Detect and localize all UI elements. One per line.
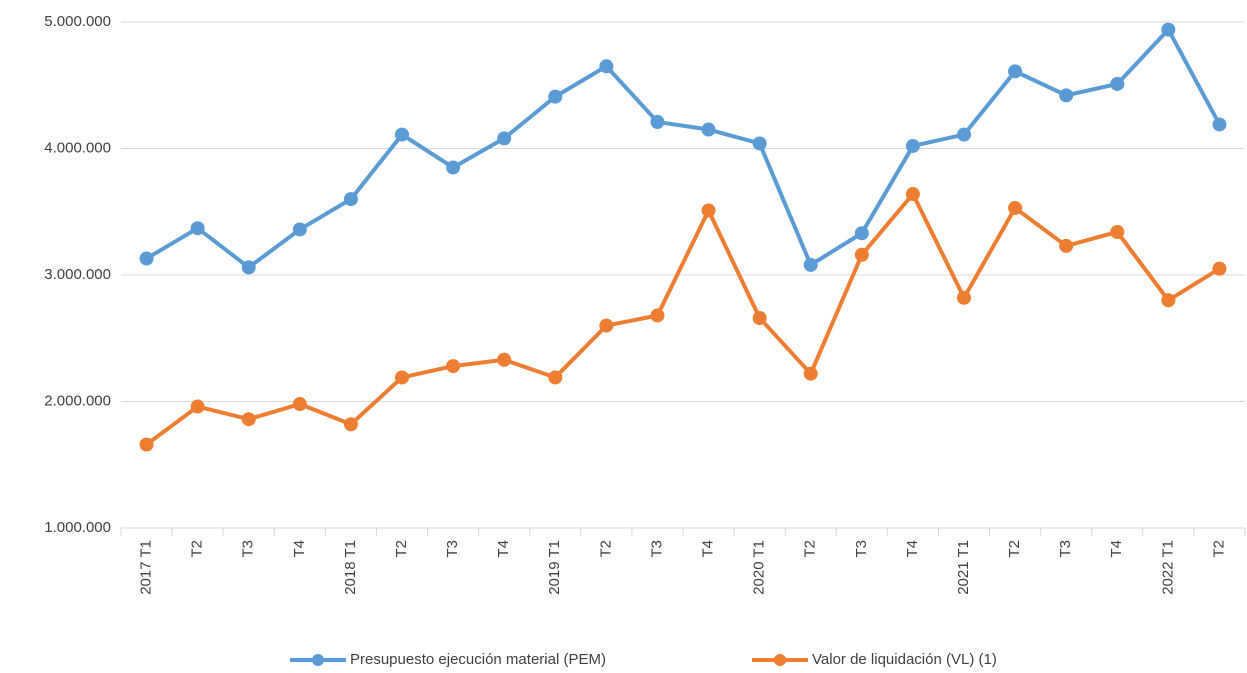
marker bbox=[241, 412, 256, 427]
marker bbox=[1008, 200, 1023, 215]
marker bbox=[752, 136, 767, 151]
marker bbox=[446, 160, 461, 175]
marker bbox=[190, 221, 205, 236]
x-tick-label: T4 bbox=[904, 540, 921, 558]
marker bbox=[1161, 22, 1176, 37]
marker bbox=[905, 138, 920, 153]
marker bbox=[957, 290, 971, 305]
marker bbox=[190, 399, 205, 414]
x-tick-label: T3 bbox=[444, 540, 461, 558]
marker bbox=[650, 308, 665, 323]
marker bbox=[803, 366, 818, 381]
marker bbox=[548, 89, 563, 104]
marker bbox=[548, 370, 563, 385]
series-line bbox=[145, 27, 1222, 270]
x-tick-label: T3 bbox=[853, 540, 870, 558]
x-tick-label: T2 bbox=[393, 540, 410, 558]
marker bbox=[1110, 224, 1125, 239]
x-tick-label: T4 bbox=[291, 540, 308, 558]
marker bbox=[1212, 261, 1227, 276]
x-tick-label: T2 bbox=[597, 540, 614, 558]
marker bbox=[1059, 88, 1074, 103]
series-line bbox=[145, 192, 1221, 447]
marker bbox=[497, 352, 512, 367]
legend-label: Valor de liquidación (VL) (1) bbox=[812, 651, 997, 668]
y-tick-label: 2.000.000 bbox=[44, 392, 111, 409]
marker bbox=[139, 437, 154, 452]
marker bbox=[1110, 76, 1125, 91]
marker bbox=[292, 222, 307, 237]
marker bbox=[446, 359, 461, 374]
x-tick-label: T4 bbox=[495, 540, 512, 558]
marker bbox=[139, 251, 154, 266]
y-tick-label: 1.000.000 bbox=[44, 519, 111, 536]
x-tick-label: T3 bbox=[1057, 540, 1074, 558]
x-tick-label: T2 bbox=[1006, 540, 1023, 558]
x-tick-label: T4 bbox=[700, 540, 717, 558]
legend-label: Presupuesto ejecución material (PEM) bbox=[350, 651, 606, 668]
marker bbox=[395, 370, 409, 385]
x-tick-label: T3 bbox=[240, 540, 257, 558]
marker bbox=[395, 127, 409, 142]
marker bbox=[1059, 238, 1074, 253]
marker bbox=[1212, 117, 1227, 132]
marker bbox=[292, 397, 307, 412]
marker bbox=[599, 318, 614, 333]
marker bbox=[701, 122, 716, 137]
x-tick-label: T3 bbox=[648, 540, 665, 558]
x-tick-label: 2017 T1 bbox=[138, 540, 155, 595]
marker bbox=[241, 260, 256, 275]
marker bbox=[854, 247, 869, 262]
marker bbox=[701, 203, 716, 218]
marker bbox=[854, 226, 869, 241]
x-tick-label: 2019 T1 bbox=[546, 540, 563, 595]
y-tick-label: 3.000.000 bbox=[44, 266, 111, 283]
marker bbox=[650, 114, 665, 129]
x-tick-label: 2018 T1 bbox=[342, 540, 359, 595]
y-tick-label: 5.000.000 bbox=[44, 13, 111, 30]
x-tick-label: 2020 T1 bbox=[751, 540, 768, 595]
legend-marker bbox=[774, 654, 786, 666]
marker bbox=[343, 192, 358, 207]
legend-marker bbox=[312, 654, 324, 666]
marker bbox=[497, 131, 512, 146]
marker bbox=[905, 187, 920, 202]
marker bbox=[1008, 64, 1023, 79]
marker bbox=[957, 127, 971, 142]
marker bbox=[599, 59, 614, 74]
y-tick-label: 4.000.000 bbox=[44, 139, 111, 156]
marker bbox=[803, 257, 818, 272]
x-tick-label: T2 bbox=[802, 540, 819, 558]
x-tick-label: T2 bbox=[189, 540, 206, 558]
x-tick-label: 2022 T1 bbox=[1159, 540, 1176, 595]
x-tick-label: 2021 T1 bbox=[955, 540, 972, 595]
marker bbox=[1161, 293, 1176, 308]
marker bbox=[752, 311, 767, 326]
x-tick-label: T2 bbox=[1210, 540, 1227, 558]
x-tick-label: T4 bbox=[1108, 540, 1125, 558]
marker bbox=[343, 417, 358, 432]
